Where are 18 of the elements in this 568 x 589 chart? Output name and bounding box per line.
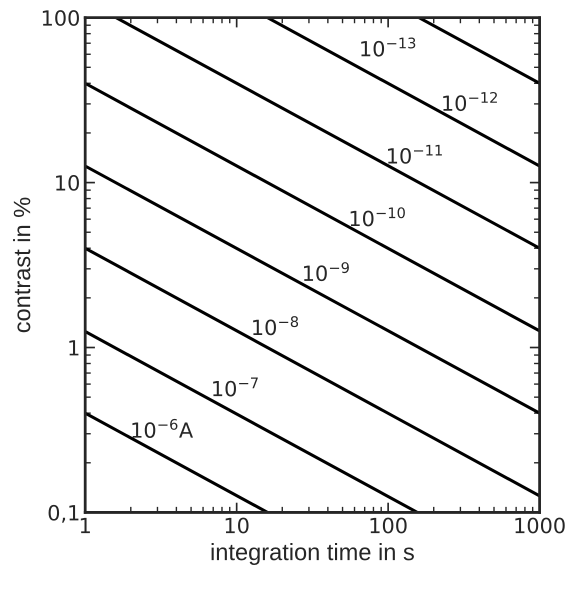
annotation: 10$^{−6}$A: [132, 418, 194, 438]
x-tick-label: 100: [370, 518, 407, 534]
x-tick-label: 10: [226, 518, 249, 534]
annotation: 10$^{−7}$: [213, 378, 258, 396]
annotation: 10$^{−9}$: [304, 262, 349, 282]
x-tick-label: 1000: [515, 518, 565, 534]
annotation: 10$^{−11}$: [388, 144, 442, 164]
annotation: 10$^{−13}$: [361, 37, 416, 57]
y-axis-title: contrast in %: [13, 198, 30, 332]
annotation: 10$^{−10}$: [350, 207, 405, 226]
y-tick-label: 10: [56, 175, 79, 191]
y-tick-label: 100: [42, 10, 79, 26]
y-tick-label: 1: [69, 340, 78, 356]
x-axis-title: integration time in s: [212, 543, 414, 566]
y-tick-label: 0,1: [48, 504, 78, 523]
x-tick-label: 1: [80, 518, 90, 534]
annotation: 10$^{−12}$: [443, 92, 497, 112]
annotation: 10$^{−8}$: [253, 316, 298, 336]
